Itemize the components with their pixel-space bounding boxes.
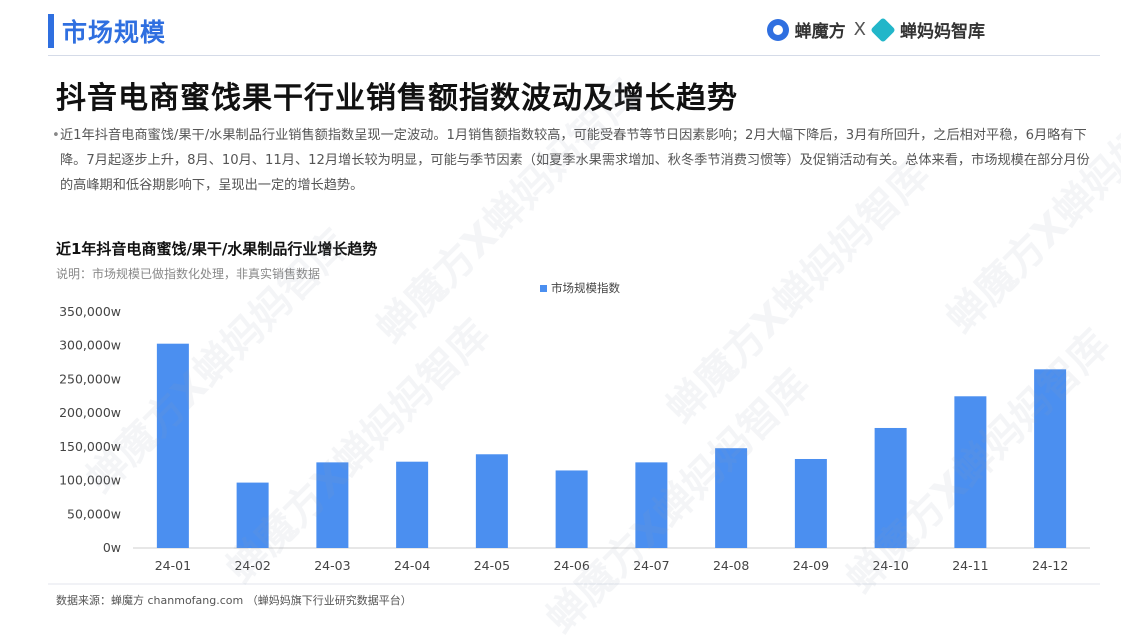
y-tick-label: 350,000w <box>59 304 121 319</box>
bar-24-04 <box>396 461 429 548</box>
bar-24-07 <box>635 462 668 548</box>
y-tick-label: 200,000w <box>59 405 121 420</box>
brand-right-name: 蝉妈妈智库 <box>900 22 985 42</box>
description-paragraph: • 近1年抖音电商蜜饯/果干/水果制品行业销售额指数呈现一定波动。1月销售额指数… <box>52 123 1090 198</box>
legend-label: 市场规模指数 <box>551 281 620 295</box>
x-tick-label: 24-05 <box>474 558 510 573</box>
y-tick-label: 50,000w <box>67 506 121 521</box>
bar-24-10 <box>874 427 907 548</box>
x-tick-label: 24-02 <box>234 558 270 573</box>
chanmofang-logo-icon <box>766 18 789 41</box>
bar-24-12 <box>1034 369 1067 548</box>
bar-24-02 <box>236 482 269 548</box>
bullet-icon: • <box>52 128 60 143</box>
x-tick-label: 24-09 <box>793 558 829 573</box>
data-source-note: 数据来源：蝉魔方 chanmofang.com （蝉妈妈旗下行业研究数据平台） <box>56 594 412 607</box>
bar-24-11 <box>954 396 987 548</box>
y-tick-label: 0w <box>103 540 121 555</box>
chart-subtitle: 说明：市场规模已做指数化处理，非真实销售数据 <box>56 267 321 281</box>
x-tick-label: 24-01 <box>155 558 191 573</box>
bar-24-01 <box>156 343 189 548</box>
x-tick-label: 24-11 <box>952 558 988 573</box>
x-tick-label: 24-08 <box>713 558 749 573</box>
legend-swatch <box>540 284 547 292</box>
bar-24-05 <box>475 454 508 548</box>
page-title: 抖音电商蜜饯果干行业销售额指数波动及增长趋势 <box>56 81 738 116</box>
x-tick-label: 24-06 <box>553 558 589 573</box>
x-tick-label: 24-10 <box>872 558 908 573</box>
y-tick-label: 300,000w <box>59 338 121 353</box>
y-tick-label: 150,000w <box>59 439 121 454</box>
y-tick-label: 250,000w <box>59 371 121 386</box>
brand-separator: X <box>853 19 866 40</box>
section-accent-bar <box>48 14 54 48</box>
y-tick-label: 100,000w <box>59 473 121 488</box>
section-title: 市场规模 <box>62 18 167 47</box>
x-tick-label: 24-12 <box>1032 558 1068 573</box>
brand-lockup: 蝉魔方 X 蝉妈妈智库 <box>766 16 985 43</box>
bar-24-08 <box>715 448 748 548</box>
bar-24-09 <box>794 458 827 548</box>
header-divider <box>48 55 1100 56</box>
bar-24-03 <box>316 462 349 548</box>
bar-24-06 <box>555 470 588 548</box>
x-tick-label: 24-07 <box>633 558 669 573</box>
x-tick-label: 24-03 <box>314 558 350 573</box>
chart-legend: 市场规模指数 <box>540 280 620 296</box>
top-bar: 市场规模 蝉魔方 X 蝉妈妈智库 <box>0 0 1121 62</box>
chart-title: 近1年抖音电商蜜饯/果干/水果制品行业增长趋势 <box>56 240 378 258</box>
brand-left-name: 蝉魔方 <box>794 22 846 42</box>
x-tick-label: 24-04 <box>394 558 430 573</box>
description-text: 近1年抖音电商蜜饯/果干/水果制品行业销售额指数呈现一定波动。1月销售额指数较高… <box>60 128 1090 193</box>
bar-chart: 0w 50,000w 100,000w 150,000w 200,000w 250,000… <box>48 304 1100 585</box>
